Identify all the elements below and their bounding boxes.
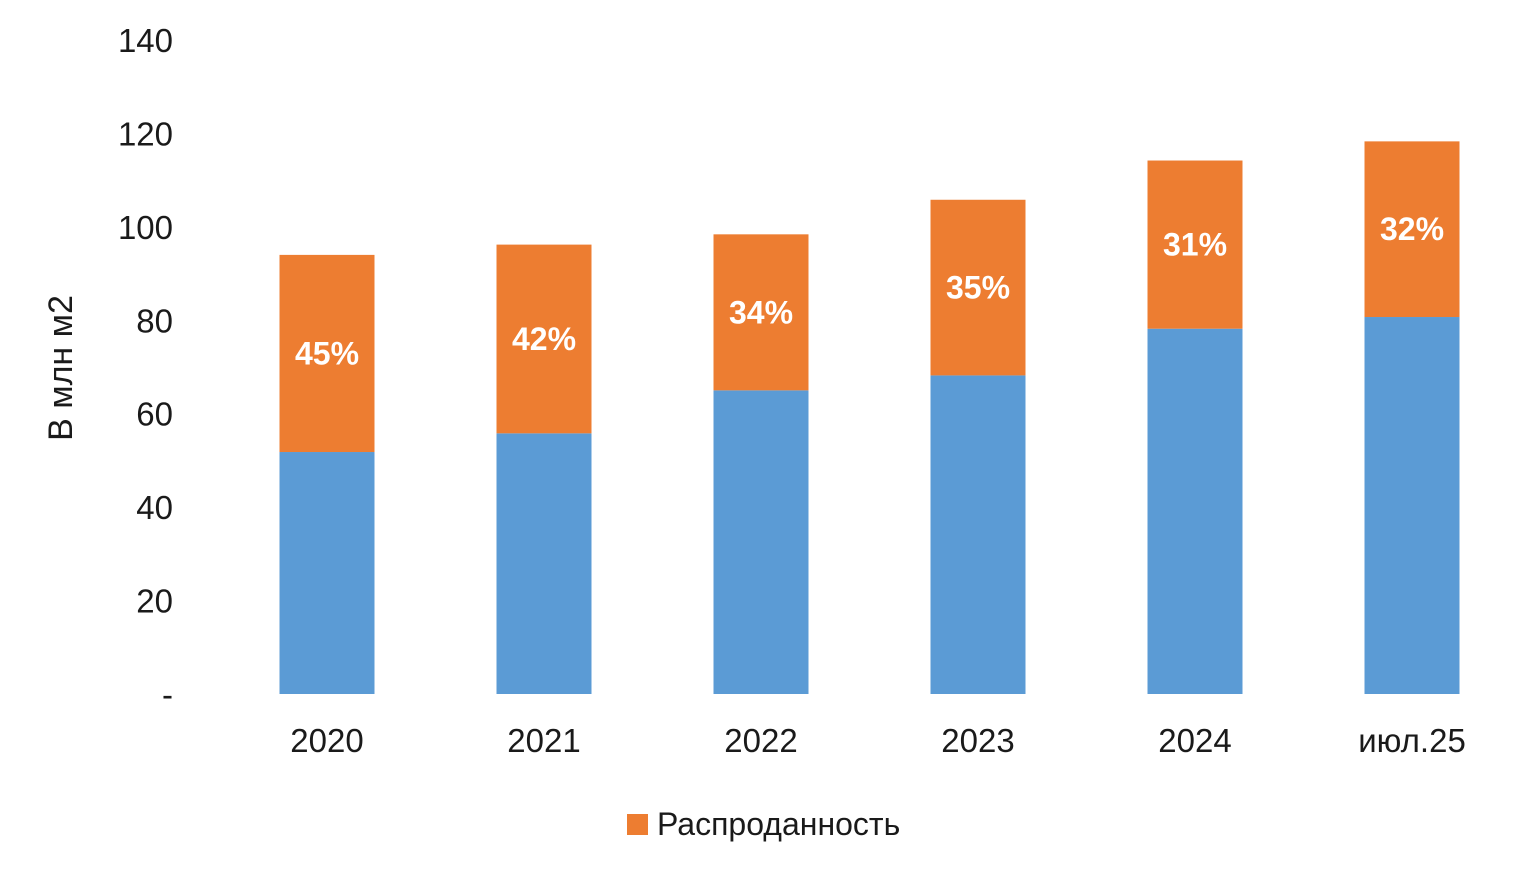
bar-base-segment (1147, 328, 1243, 694)
bar-base-segment (1364, 317, 1460, 694)
y-tick-label: 140 (118, 22, 173, 59)
y-tick-label: 20 (136, 583, 173, 620)
x-tick-label: 2024 (1158, 722, 1231, 759)
bar-base-segment (279, 452, 375, 694)
bar-base-segment (496, 433, 592, 694)
data-label: 34% (729, 294, 793, 330)
legend-label: Распроданность (657, 806, 900, 842)
bar-sold-segment (496, 244, 592, 434)
x-tick-label: июл.25 (1358, 722, 1466, 759)
bar-base-segment (930, 375, 1026, 694)
bar-sold-segment (1364, 141, 1460, 318)
data-label: 35% (946, 270, 1010, 306)
bar-sold-segment (1147, 160, 1243, 329)
legend-swatch (627, 814, 648, 835)
y-tick-label: - (162, 676, 173, 713)
x-tick-label: 2023 (941, 722, 1014, 759)
y-tick-label: 100 (118, 209, 173, 246)
x-tick-label: 2020 (290, 722, 363, 759)
bars: 45% 42% 34% 35% 31% 32% (279, 141, 1460, 694)
y-tick-label: 120 (118, 115, 173, 152)
y-axis-title: В млн м2 (42, 295, 80, 441)
x-tick-label: 2022 (724, 722, 797, 759)
y-axis-ticks: - 20 40 60 80 100 120 140 (118, 22, 173, 713)
y-tick-label: 40 (136, 489, 173, 526)
bar-sold-segment (279, 254, 375, 453)
y-tick-label: 80 (136, 302, 173, 339)
bar-sold-segment (930, 199, 1026, 376)
legend: Распроданность (627, 806, 900, 842)
bar-base-segment (713, 390, 809, 694)
data-label: 45% (295, 335, 359, 371)
data-label: 32% (1380, 211, 1444, 247)
x-tick-label: 2021 (507, 722, 580, 759)
data-label: 31% (1163, 227, 1227, 263)
y-tick-label: 60 (136, 396, 173, 433)
bar-sold-segment (713, 234, 809, 391)
data-label: 42% (512, 321, 576, 357)
x-axis-labels: 2020 2021 2022 2023 2024 июл.25 (290, 722, 1466, 759)
